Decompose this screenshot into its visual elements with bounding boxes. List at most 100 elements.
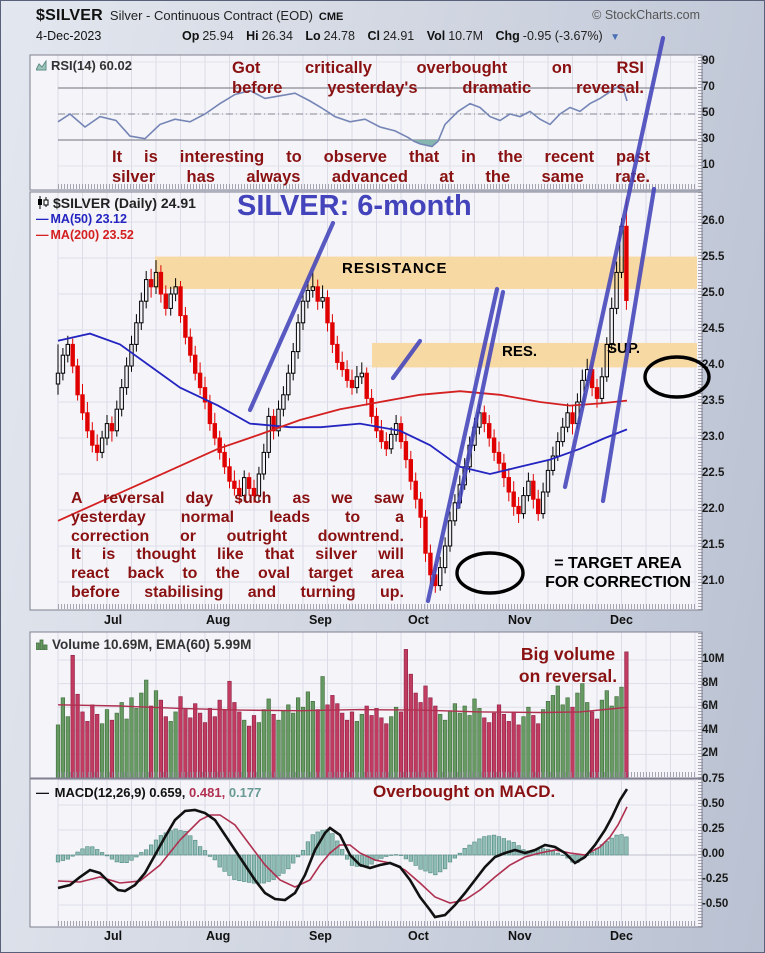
rsi-y-axis-label: 70 (702, 81, 715, 93)
macd-histogram-bar (212, 854, 217, 861)
candle-body (129, 343, 134, 367)
candle-body (217, 437, 222, 453)
candle-body (144, 279, 149, 302)
macd-histogram-bar (403, 854, 409, 860)
macd-histogram-bar (604, 841, 609, 856)
macd-histogram-bar (75, 851, 80, 856)
candle-body (354, 376, 360, 389)
candle-body (202, 387, 208, 403)
volume-note-line: Big volume (520, 644, 616, 664)
price-x-axis-label: Oct (408, 613, 429, 627)
macd-histogram-bar (232, 854, 237, 880)
reversal-line: yesterday normal leads to a (71, 508, 404, 526)
high-label: Hi (246, 29, 259, 43)
volume-bars-icon (35, 638, 48, 653)
macd-histogram-bar (393, 854, 399, 856)
macd-histogram-bar (501, 838, 507, 856)
macd-histogram-bar (379, 854, 384, 859)
macd-histogram-bar (163, 832, 168, 856)
macd-histogram-bar (193, 839, 198, 856)
macd-histogram-bar (139, 852, 144, 856)
rsi-annotation-line: before yesterday's dramatic reversal. (232, 79, 644, 97)
price-y-axis-label: 22.0 (702, 503, 725, 515)
target-annotation: = TARGET AREA FOR CORRECTION (520, 554, 716, 592)
volume-label: Vol (426, 29, 446, 43)
candle-body (95, 444, 100, 453)
macd-histogram-bar (251, 854, 257, 884)
volume-note-line: on reversal. (518, 666, 618, 686)
candle-body (536, 498, 541, 515)
price-yaxis-ticks (698, 192, 703, 610)
macd-histogram-bar (261, 854, 266, 884)
price-y-axis-label: 23.0 (702, 431, 725, 443)
candle-body (183, 315, 188, 338)
price-y-axis-label: 24.5 (702, 323, 725, 335)
candle-body (178, 286, 183, 317)
macd-yaxis-ticks (698, 779, 703, 927)
macd-hist-value: 0.177 (228, 785, 262, 800)
rsi-yaxis-ticks (698, 55, 703, 190)
candle-body (114, 408, 119, 432)
candle-body (516, 505, 521, 515)
macd-histogram-bar (457, 852, 462, 856)
macd-histogram-bar (300, 850, 306, 856)
candle-body (550, 455, 556, 471)
close-value: 24.91 (382, 29, 415, 43)
candle-body (531, 480, 536, 500)
high-value: 26.34 (261, 29, 293, 43)
ma200-line (57, 390, 628, 522)
candle-body (540, 491, 546, 515)
macd-legend-label: MACD(12,26,9) 0.659, (54, 785, 186, 800)
macd-x-axis-label: Aug (206, 929, 231, 943)
macd-histogram-bar (144, 849, 149, 856)
volume-y-axis-label: 6M (702, 700, 718, 713)
reversal-line: before stabilising and turning up. (71, 583, 404, 601)
macd-histogram-bar (222, 854, 227, 872)
macd-histogram-bar (482, 836, 487, 856)
macd-histogram-bar (555, 852, 560, 856)
macd-histogram-bar (438, 854, 443, 873)
price-y-axis-label: 25.0 (702, 287, 725, 299)
volume-ema-line (57, 704, 628, 714)
candle-body (237, 487, 242, 497)
price-legend-label: $SILVER (Daily) 24.91 (53, 195, 196, 211)
macd-histogram-bar (462, 847, 467, 856)
macd-histogram-bar (227, 854, 232, 876)
rsi-axis-ticks (58, 184, 697, 189)
rsi-area-icon (35, 59, 47, 74)
ma50-legend-label: MA(50) 23.12 (50, 212, 127, 226)
candle-body (364, 372, 369, 399)
macd-y-axis-label: 0.25 (702, 823, 725, 835)
ma50-legend: — MA(50) 23.12 (36, 212, 127, 226)
macd-signal-value: 0.481, (189, 785, 226, 800)
macd-line (57, 788, 629, 919)
candle-body (545, 469, 551, 493)
macd-histogram-bar (291, 854, 296, 864)
macd-histogram-bar (114, 854, 119, 863)
ma50-swatch: — (36, 212, 49, 226)
volume-y-axis-label: 2M (702, 747, 718, 760)
candle-body (251, 487, 257, 497)
price-x-axis-label: Dec (610, 613, 633, 627)
macd-y-axis-label: -0.50 (702, 898, 729, 910)
candle-body (271, 415, 276, 432)
volume-y-axis-label: 4M (702, 723, 718, 736)
macd-histogram-bar (413, 854, 418, 866)
price-y-axis-label: 22.5 (702, 467, 725, 479)
macd-histogram-bar (384, 854, 389, 857)
candle-body (379, 430, 384, 443)
reversal-line: A reversal day such as we saw (71, 490, 404, 507)
macd-histogram-bar (70, 854, 75, 857)
candle-body (256, 473, 262, 497)
macd-histogram-bar (589, 851, 595, 856)
macd-histogram-bar (447, 854, 453, 863)
candle-body (511, 491, 516, 507)
price-x-axis-label: Sep (309, 613, 332, 627)
low-label: Lo (305, 29, 321, 43)
macd-histogram-bar (55, 854, 61, 863)
macd-histogram-bar (188, 835, 193, 856)
macd-x-axis-label: Nov (508, 929, 532, 943)
macd-axis-ticks (58, 921, 697, 926)
macd-histogram-bar (295, 854, 301, 858)
